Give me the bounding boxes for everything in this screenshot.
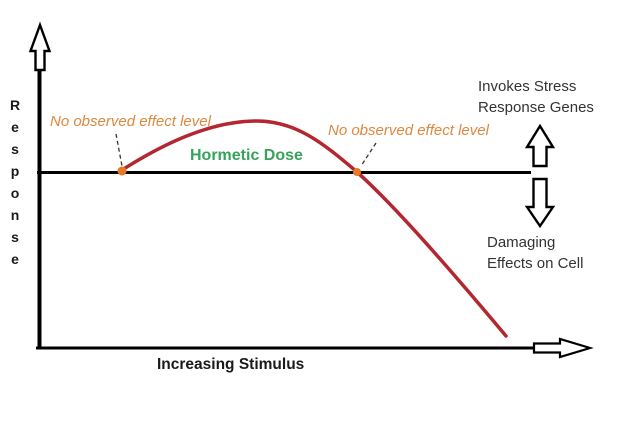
damaging-effects-label: Damaging Effects on Cell xyxy=(487,232,583,274)
stress-up-arrow-icon xyxy=(524,123,556,168)
y-axis-label: Response xyxy=(7,97,23,273)
damaging-effects-line1: Damaging xyxy=(487,234,556,251)
x-axis-right-arrow-icon xyxy=(532,337,594,359)
noel-marker-left xyxy=(117,166,127,176)
leader-line-right xyxy=(360,142,377,167)
dose-response-curve xyxy=(120,119,508,338)
leader-line-left xyxy=(115,133,123,167)
y-axis-up-arrow-icon xyxy=(28,21,52,72)
stress-response-line1: Invokes Stress xyxy=(478,78,577,95)
damaging-effects-line2: Effects on Cell xyxy=(487,255,584,272)
hormetic-dose-label: Hormetic Dose xyxy=(190,147,303,164)
noel-label-right: No observed effect level xyxy=(328,122,489,139)
damage-down-arrow-icon xyxy=(524,177,556,229)
stress-response-line2: Response Genes xyxy=(478,99,594,116)
x-axis-label: Increasing Stimulus xyxy=(157,356,305,373)
noel-marker-right xyxy=(353,168,361,176)
noel-label-left: No observed effect level xyxy=(50,113,211,130)
stress-response-label: Invokes Stress Response Genes xyxy=(478,76,594,118)
